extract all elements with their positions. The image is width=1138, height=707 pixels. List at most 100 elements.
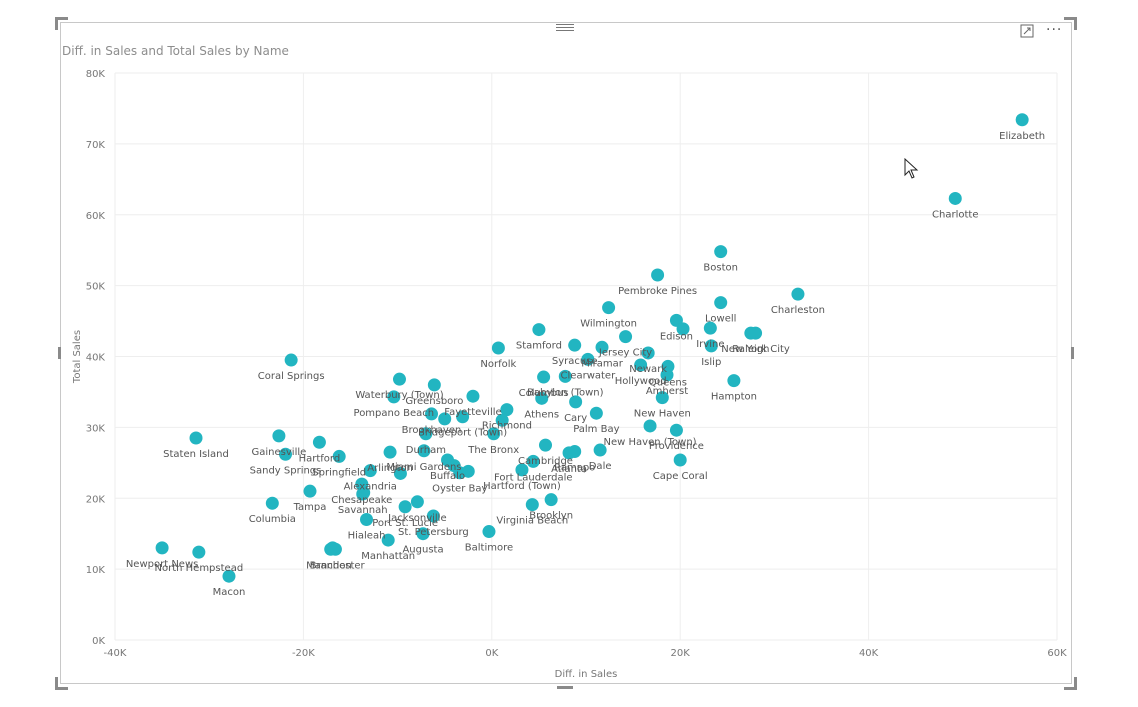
data-point: [447, 459, 461, 473]
data-label: Hialeah: [348, 531, 386, 542]
data-point: [651, 268, 665, 282]
data-label: Coral Springs: [258, 371, 325, 382]
data-label: Ramapo: [554, 462, 595, 473]
data-label: Jersey City: [598, 348, 652, 359]
data-label: Brandon: [310, 560, 352, 571]
data-point: [417, 444, 431, 458]
data-label: Irvine: [696, 339, 724, 350]
data-label: New York City: [721, 344, 790, 355]
data-point: [265, 496, 279, 510]
data-point: [643, 419, 657, 433]
data-label: Jacksonville: [387, 513, 446, 524]
data-label: Pembroke Pines: [618, 286, 697, 297]
data-point: [593, 443, 607, 457]
resize-handle-top-left[interactable]: [55, 17, 68, 30]
data-label: Newport News: [126, 559, 199, 570]
data-point: [791, 287, 805, 301]
data-label: North Hempstead: [155, 563, 244, 574]
more-options-icon[interactable]: ···: [1046, 22, 1063, 38]
data-label: Cambridge: [518, 456, 573, 467]
data-point: [589, 406, 603, 420]
x-axis-title: Diff. in Sales: [555, 669, 618, 680]
resize-handle-bottom-left[interactable]: [55, 677, 68, 690]
focus-mode-icon[interactable]: [1020, 24, 1034, 38]
data-point: [425, 407, 439, 421]
data-label: Manhattan: [361, 551, 415, 562]
y-axis-title: Total Sales: [72, 330, 83, 384]
data-label: Fayetteville: [444, 407, 501, 418]
data-label: Queens: [649, 377, 687, 388]
data-label: Waterbury (Town): [355, 390, 443, 401]
y-tick-label: 50K: [86, 282, 106, 293]
data-label: Bridgeport (Town): [418, 428, 507, 439]
drag-grip-icon[interactable]: [556, 22, 574, 32]
data-point: [537, 370, 551, 384]
data-label: Clearwater: [561, 370, 617, 381]
data-label: Cary: [564, 413, 587, 424]
data-label: Columbus: [519, 388, 569, 399]
data-label: Newark: [629, 364, 667, 375]
data-point: [438, 412, 452, 426]
data-label: Oyster Bay: [432, 484, 487, 495]
data-label: Manchester: [306, 560, 365, 571]
data-label: Gainesville: [252, 447, 307, 458]
data-point: [704, 339, 718, 353]
resize-handle-top-right[interactable]: [1064, 17, 1077, 30]
data-label: The Bronx: [467, 445, 519, 456]
data-point: [416, 527, 430, 541]
data-label: Charlotte: [932, 209, 978, 220]
data-point: [634, 358, 648, 372]
data-point: [363, 464, 377, 478]
data-point: [727, 374, 741, 388]
data-point: [568, 338, 582, 352]
y-tick-label: 10K: [86, 565, 106, 576]
data-point: [660, 368, 674, 382]
data-label: Lowell: [705, 314, 736, 325]
data-label: Hollywood: [615, 376, 667, 387]
x-tick-label: 20K: [671, 648, 691, 659]
data-point: [676, 322, 690, 336]
data-point: [544, 493, 558, 507]
data-point: [562, 446, 576, 460]
x-tick-label: 60K: [1047, 648, 1067, 659]
data-label: Brooklyn: [529, 511, 573, 522]
data-label: Columbia: [249, 514, 296, 525]
data-label: Tampa: [293, 502, 327, 513]
data-point: [669, 423, 683, 437]
data-label: New Haven: [634, 409, 691, 420]
chart-title: Diff. in Sales and Total Sales by Name: [62, 44, 289, 58]
data-point: [427, 378, 441, 392]
data-point: [222, 569, 236, 583]
data-label: Babylon (Town): [527, 387, 604, 398]
data-label: Hartford: [299, 453, 341, 464]
x-tick-label: -40K: [104, 648, 127, 659]
data-label: Buffalo: [430, 471, 465, 482]
data-label: Durham: [406, 445, 446, 456]
data-point: [284, 353, 298, 367]
data-label: St. Petersburg: [398, 527, 469, 538]
data-label: Virginia Beach: [496, 516, 568, 527]
y-tick-label: 60K: [86, 211, 106, 222]
data-point: [714, 296, 728, 310]
y-tick-label: 70K: [86, 140, 106, 151]
y-tick-label: 80K: [86, 69, 106, 80]
data-point: [272, 429, 286, 443]
resize-handle-left[interactable]: [58, 347, 61, 359]
data-label: Providence: [649, 441, 704, 452]
data-label: Palm Bay: [573, 424, 619, 435]
data-point: [526, 454, 540, 468]
data-point: [595, 340, 609, 354]
resize-handle-right[interactable]: [1071, 347, 1074, 359]
data-point: [487, 427, 501, 441]
y-tick-label: 30K: [86, 423, 106, 434]
data-label: Sandy Springs: [250, 465, 322, 476]
data-label: Brookhaven: [402, 425, 462, 436]
resize-handle-bottom-right[interactable]: [1064, 677, 1077, 690]
data-point: [655, 391, 669, 405]
data-point: [324, 542, 338, 556]
data-label: Springfield: [312, 467, 366, 478]
data-label: Richmond: [482, 421, 532, 432]
data-label: Hampton: [711, 392, 757, 403]
resize-handle-bottom[interactable]: [557, 686, 573, 689]
